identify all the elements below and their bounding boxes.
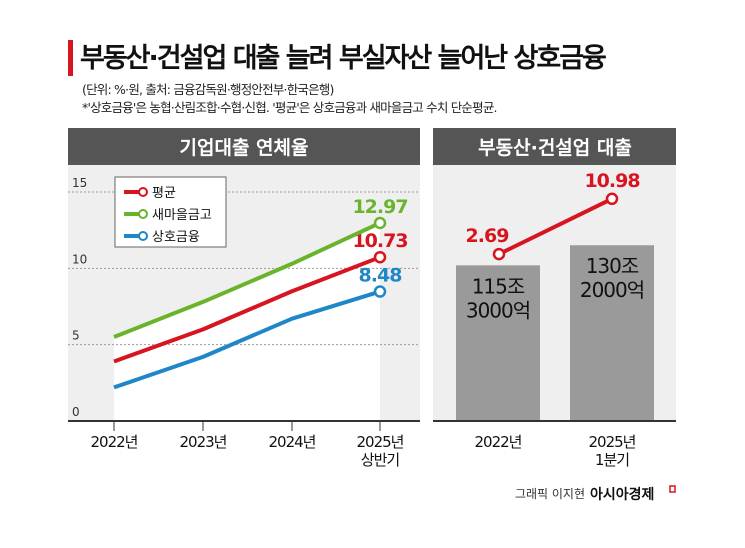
credit: 그래픽 이지현 bbox=[515, 487, 585, 501]
unit-note: (단위: %·원, 출처: 금융감독원·행정안전부·한국은행) bbox=[82, 82, 334, 97]
bar bbox=[456, 265, 540, 421]
data-label: 2.69 bbox=[466, 225, 509, 247]
legend-label: 새마을금고 bbox=[152, 208, 212, 223]
series-line-평균 bbox=[113, 255, 381, 364]
data-label: 10.98 bbox=[584, 170, 640, 192]
plot-highlight-area bbox=[114, 222, 380, 421]
publisher-logo: 아시아경제 bbox=[590, 486, 654, 503]
data-label: 12.97 bbox=[352, 196, 407, 218]
y-tick-label: 0 bbox=[72, 405, 80, 419]
bar-label: 115조 bbox=[472, 274, 525, 298]
data-label: 8.48 bbox=[359, 265, 403, 287]
left-chart-title: 기업대출 연체율 bbox=[180, 137, 309, 159]
page-title: 부동산·건설업 대출 늘려 부실자산 늘어난 상호금융 bbox=[80, 43, 607, 74]
right-chart-header bbox=[433, 128, 676, 165]
series-line-상호금융 bbox=[113, 289, 381, 390]
y-tick-label: 5 bbox=[72, 329, 80, 343]
x-tick-label: 1분기 bbox=[595, 451, 629, 469]
title-accent-bar bbox=[68, 40, 73, 76]
bar-label: 2000억 bbox=[580, 278, 644, 302]
legend-label: 상호금융 bbox=[152, 230, 200, 245]
data-point bbox=[605, 192, 619, 206]
bar bbox=[570, 245, 654, 421]
bar-label: 3000억 bbox=[466, 298, 530, 322]
data-point bbox=[373, 250, 387, 264]
data-label: 10.73 bbox=[352, 230, 407, 252]
x-tick-label: 2022년 bbox=[475, 433, 522, 451]
data-point bbox=[373, 216, 387, 230]
data-point bbox=[373, 285, 387, 298]
right-chart-title: 부동산·건설업 대출 bbox=[478, 137, 632, 159]
footnote: *'상호금융'은 농협·산림조합·수협·신협. '평균'은 상호금융과 새마을금… bbox=[82, 100, 498, 115]
y-tick-label: 10 bbox=[72, 252, 87, 266]
delinquency-line bbox=[498, 197, 613, 256]
x-tick-label: 2022년 bbox=[91, 433, 138, 451]
x-tick-label: 2025년 bbox=[357, 433, 404, 451]
series-line-새마을금고 bbox=[113, 221, 381, 339]
legend-marker bbox=[138, 231, 148, 241]
legend-label: 평균 bbox=[152, 186, 176, 201]
x-tick-label: 2025년 bbox=[589, 433, 636, 451]
y-tick-label: 15 bbox=[72, 176, 87, 190]
bar-label: 130조 bbox=[586, 254, 639, 278]
x-tick-label: 상반기 bbox=[361, 451, 399, 469]
x-tick-label: 2023년 bbox=[180, 433, 227, 451]
x-tick-label: 2024년 bbox=[269, 433, 316, 451]
data-point bbox=[492, 247, 506, 261]
publisher-logo-mark bbox=[669, 485, 676, 493]
left-chart-header bbox=[68, 128, 420, 165]
legend-marker bbox=[138, 187, 148, 197]
legend-marker bbox=[138, 209, 148, 219]
